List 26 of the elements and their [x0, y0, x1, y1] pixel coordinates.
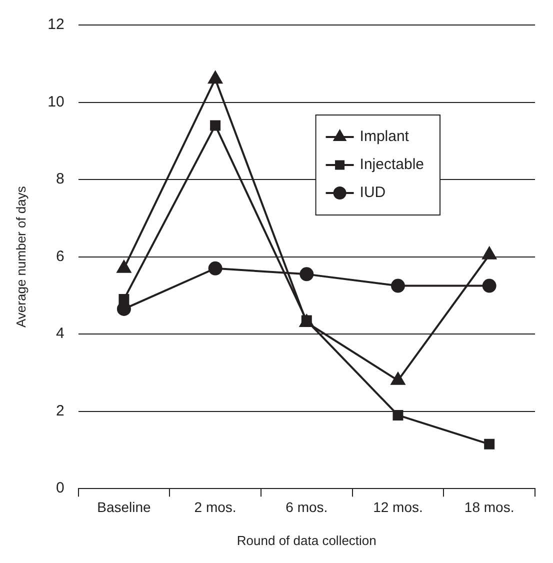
- x-tick-label: 12 mos.: [373, 498, 423, 515]
- point: [484, 438, 495, 450]
- y-tick-label: 12: [48, 16, 64, 34]
- point: [300, 267, 314, 282]
- y-tick-label: 2: [56, 402, 64, 420]
- point: [392, 410, 404, 420]
- point: [208, 261, 222, 276]
- point: [208, 71, 222, 84]
- x-tick-label: Baseline: [97, 498, 152, 515]
- y-axis-title: Average number of days: [13, 186, 28, 328]
- x-axis-title: Round of data collection: [236, 532, 376, 548]
- point: [390, 278, 405, 293]
- x-tick-label: 2 mos.: [194, 498, 236, 515]
- y-tick-label: 0: [56, 480, 64, 497]
- x-tick-label: 18 mos.: [464, 498, 514, 515]
- legend-label: Injectable: [360, 156, 424, 174]
- legend-label: Implant: [360, 128, 410, 146]
- legend-label: IUD: [360, 184, 386, 202]
- y-tick-label: 10: [48, 93, 64, 110]
- point: [482, 278, 496, 293]
- point: [118, 294, 130, 305]
- y-tick-label: 6: [56, 248, 64, 265]
- x-tick-label: 6 mos.: [286, 498, 328, 515]
- point: [210, 120, 221, 131]
- y-tick-label: 8: [56, 170, 64, 188]
- y-tick-label: 4: [56, 325, 64, 342]
